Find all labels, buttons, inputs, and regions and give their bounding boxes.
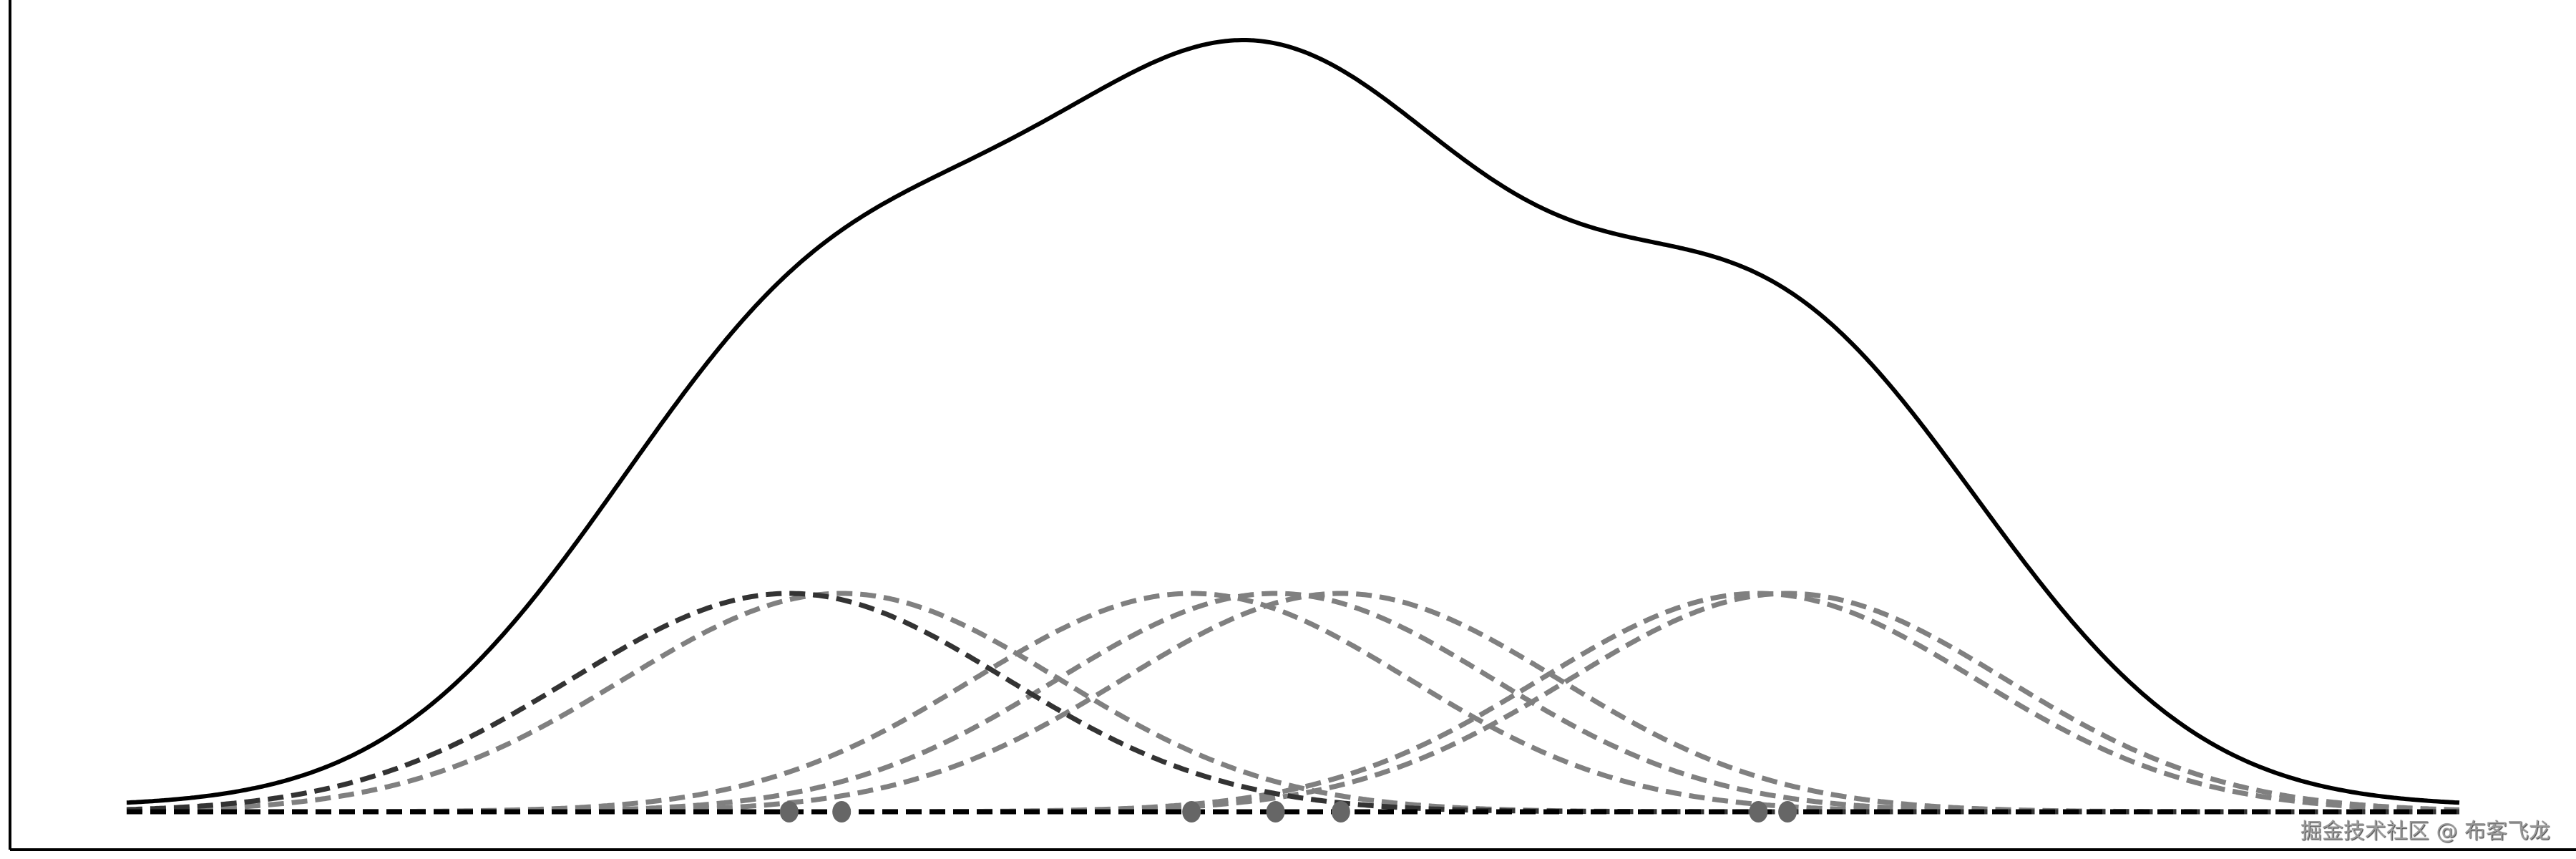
highlighted-kernel-curve <box>126 591 2459 815</box>
data-point <box>1266 801 1285 822</box>
kernel-curve <box>127 591 2460 815</box>
kernel-curve <box>127 591 2459 815</box>
data-point <box>1749 801 1768 822</box>
data-point <box>1331 801 1350 822</box>
kernel-curve <box>127 591 2459 815</box>
data-point <box>832 801 852 822</box>
kernel-curve <box>127 591 2459 815</box>
kernel-curve <box>126 591 2459 815</box>
data-point <box>779 801 799 822</box>
kernel-curve <box>127 591 2459 815</box>
density-sum-curve <box>126 38 2460 805</box>
data-point <box>1778 801 1797 822</box>
watermark: 掘金技术社区 @ 布客飞龙 <box>2300 819 2550 844</box>
data-point <box>1182 801 1201 822</box>
